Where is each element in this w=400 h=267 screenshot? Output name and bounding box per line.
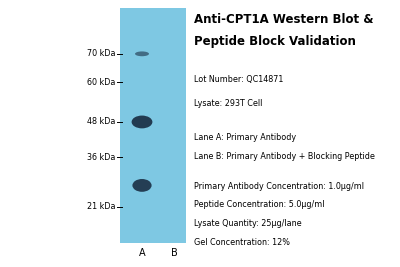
Text: B: B [171, 248, 177, 258]
Text: 21 kDa: 21 kDa [87, 202, 115, 211]
Ellipse shape [132, 116, 152, 128]
Text: Lot Number: QC14871: Lot Number: QC14871 [194, 75, 283, 84]
Text: Lane A: Primary Antibody: Lane A: Primary Antibody [194, 134, 296, 143]
Text: Gel Concentration: 12%: Gel Concentration: 12% [194, 238, 290, 247]
Text: 60 kDa: 60 kDa [87, 77, 115, 87]
Bar [120, 8, 186, 243]
Text: Peptide Concentration: 5.0μg/ml: Peptide Concentration: 5.0μg/ml [194, 200, 324, 209]
Text: Anti-CPT1A Western Blot &: Anti-CPT1A Western Blot & [194, 13, 374, 26]
Text: Lane B: Primary Antibody + Blocking Peptide: Lane B: Primary Antibody + Blocking Pept… [194, 152, 375, 161]
Ellipse shape [135, 52, 149, 56]
Text: Lysate: 293T Cell: Lysate: 293T Cell [194, 99, 262, 108]
Text: 36 kDa: 36 kDa [87, 153, 115, 162]
Text: A: A [139, 248, 145, 258]
Ellipse shape [132, 179, 152, 192]
Text: Peptide Block Validation: Peptide Block Validation [194, 35, 356, 48]
Text: Lysate Quantity: 25μg/lane: Lysate Quantity: 25μg/lane [194, 219, 302, 228]
Text: Primary Antibody Concentration: 1.0μg/ml: Primary Antibody Concentration: 1.0μg/ml [194, 182, 364, 191]
Text: 70 kDa: 70 kDa [87, 49, 115, 58]
Text: 48 kDa: 48 kDa [87, 117, 115, 127]
